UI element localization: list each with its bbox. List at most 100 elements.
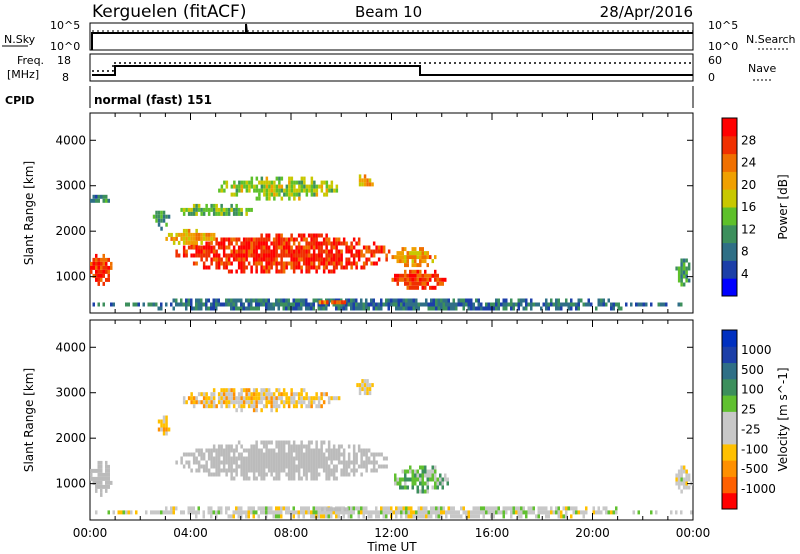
power-cell xyxy=(387,249,391,254)
x-tick-label: 00:00 xyxy=(676,526,711,540)
velocity-cell xyxy=(305,404,308,409)
colorbar-segment xyxy=(722,153,737,172)
velocity-cell xyxy=(337,514,340,519)
velocity-cell xyxy=(345,510,348,515)
velocity-cell xyxy=(330,396,333,401)
velocity-cell xyxy=(227,464,231,469)
power-cell xyxy=(434,285,437,290)
power-cell xyxy=(382,245,386,250)
power-cell xyxy=(347,257,351,262)
power-cell xyxy=(105,194,108,199)
power-cell xyxy=(320,253,323,258)
velocity-cell xyxy=(492,510,495,515)
power-cell xyxy=(207,207,211,212)
power-cell xyxy=(312,265,316,270)
power-cell xyxy=(295,265,298,270)
power-cell xyxy=(305,269,308,274)
power-cell xyxy=(263,180,266,185)
velocity-cell xyxy=(530,510,533,515)
velocity-cell xyxy=(325,460,328,465)
velocity-cell xyxy=(202,456,206,461)
velocity-cell xyxy=(380,464,383,469)
velocity-cell xyxy=(450,506,453,511)
velocity-cell xyxy=(285,452,288,457)
power-cell xyxy=(240,269,243,274)
power-cell xyxy=(285,184,289,189)
velocity-cell xyxy=(270,472,273,477)
power-cell xyxy=(245,257,248,262)
velocity-cell xyxy=(565,510,568,515)
power-cell xyxy=(240,265,243,270)
power-cell xyxy=(230,184,234,189)
power-cell xyxy=(341,300,344,305)
power-cell xyxy=(240,253,243,258)
power-cell xyxy=(512,302,515,307)
power-cell xyxy=(401,259,404,264)
power-cell xyxy=(205,232,208,237)
colorbar-segment xyxy=(722,171,737,190)
velocity-cell xyxy=(429,473,432,478)
power-cell xyxy=(300,306,303,311)
velocity-cell xyxy=(426,481,429,486)
power-cell xyxy=(152,302,155,307)
velocity-cell xyxy=(414,469,417,474)
power-cell xyxy=(330,261,333,266)
power-cell xyxy=(365,261,368,266)
power-cell xyxy=(182,240,186,245)
velocity-cell xyxy=(255,404,258,409)
velocity-cell xyxy=(290,472,293,477)
velocity-cell xyxy=(275,460,278,465)
velocity-cell xyxy=(394,477,397,482)
power-cell xyxy=(432,298,435,303)
velocity-cell xyxy=(225,452,228,457)
velocity-cell xyxy=(482,510,485,515)
power-cell xyxy=(95,273,98,278)
power-cell xyxy=(90,265,93,270)
velocity-cell xyxy=(424,465,427,470)
power-cell xyxy=(272,249,276,254)
velocity-cell xyxy=(262,456,266,461)
power-cell xyxy=(409,277,412,282)
power-cell xyxy=(265,241,268,246)
power-cell xyxy=(247,245,251,250)
power-cell xyxy=(250,269,253,274)
velocity-cell xyxy=(360,506,363,511)
power-cell xyxy=(127,302,130,307)
velocity-cell xyxy=(292,472,296,477)
power-cell xyxy=(267,306,270,311)
velocity-cell xyxy=(212,448,216,453)
velocity-cell xyxy=(550,510,553,515)
power-cell xyxy=(277,245,281,250)
velocity-cell xyxy=(277,392,281,397)
power-cell xyxy=(252,245,256,250)
power-cell xyxy=(332,265,336,270)
velocity-cell xyxy=(395,510,398,515)
velocity-cell xyxy=(222,392,226,397)
velocity-cell xyxy=(260,392,263,397)
power-cell xyxy=(317,306,320,311)
power-cell xyxy=(260,180,264,185)
velocity-cell xyxy=(310,456,313,461)
power-cell xyxy=(325,180,329,185)
power-cell xyxy=(332,237,336,242)
power-cell xyxy=(197,249,201,254)
power-cell xyxy=(355,241,358,246)
velocity-cell xyxy=(392,510,395,515)
power-cell xyxy=(250,253,253,258)
velocity-cell xyxy=(302,514,305,519)
power-cell xyxy=(322,257,326,262)
velocity-cell xyxy=(297,448,301,453)
power-cell xyxy=(396,259,399,264)
power-cell xyxy=(490,306,493,311)
power-cell xyxy=(345,261,348,266)
velocity-cell xyxy=(247,460,251,465)
velocity-cell xyxy=(537,506,540,511)
power-cell xyxy=(310,265,313,270)
velocity-cell xyxy=(687,477,691,482)
velocity-cell xyxy=(212,464,216,469)
power-cell xyxy=(357,253,361,258)
power-cell xyxy=(392,298,395,303)
velocity-cell xyxy=(300,464,303,469)
velocity-cell xyxy=(272,404,276,409)
power-cell xyxy=(411,277,414,282)
